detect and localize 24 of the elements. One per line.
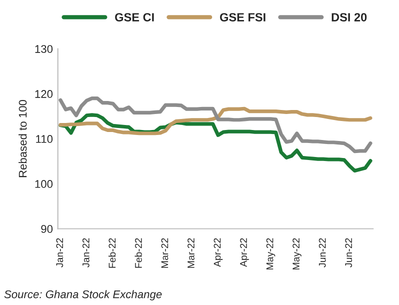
y-tick-label: 90 [41, 225, 53, 233]
y-tick-label: 110 [36, 135, 53, 143]
x-tick-label: Feb-22 [134, 238, 142, 268]
line-series [58, 106, 372, 136]
x-tick-label: Mar-22 [161, 238, 168, 268]
y-axis-title: Rebased to 100 [18, 100, 27, 178]
x-tick-label: Jan-22 [82, 238, 90, 268]
legend-label: DSI 20 [332, 13, 367, 22]
x-tick-label: Jun-22 [345, 238, 352, 268]
x-tick-label: Jun-22 [318, 238, 326, 268]
x-tick-label: Apr-22 [240, 238, 249, 267]
x-tick-label: Feb-22 [108, 238, 116, 268]
legend-label: GSE CI [115, 13, 154, 22]
x-tick-label: Jan-22 [56, 238, 64, 268]
y-tick-label: 100 [35, 180, 53, 188]
source-note: Source: Ghana Stock Exchange [4, 290, 162, 300]
x-tick-label: Mar-22 [188, 238, 194, 268]
y-tick-label: 130 [35, 45, 53, 53]
line-series [58, 96, 372, 154]
x-tick-label: May-22 [292, 238, 302, 270]
x-tick-label: May-22 [266, 238, 276, 270]
y-tick-label: 120 [35, 90, 53, 98]
legend-label: GSE FSI [220, 13, 266, 22]
x-tick-label: Apr-22 [214, 238, 223, 267]
